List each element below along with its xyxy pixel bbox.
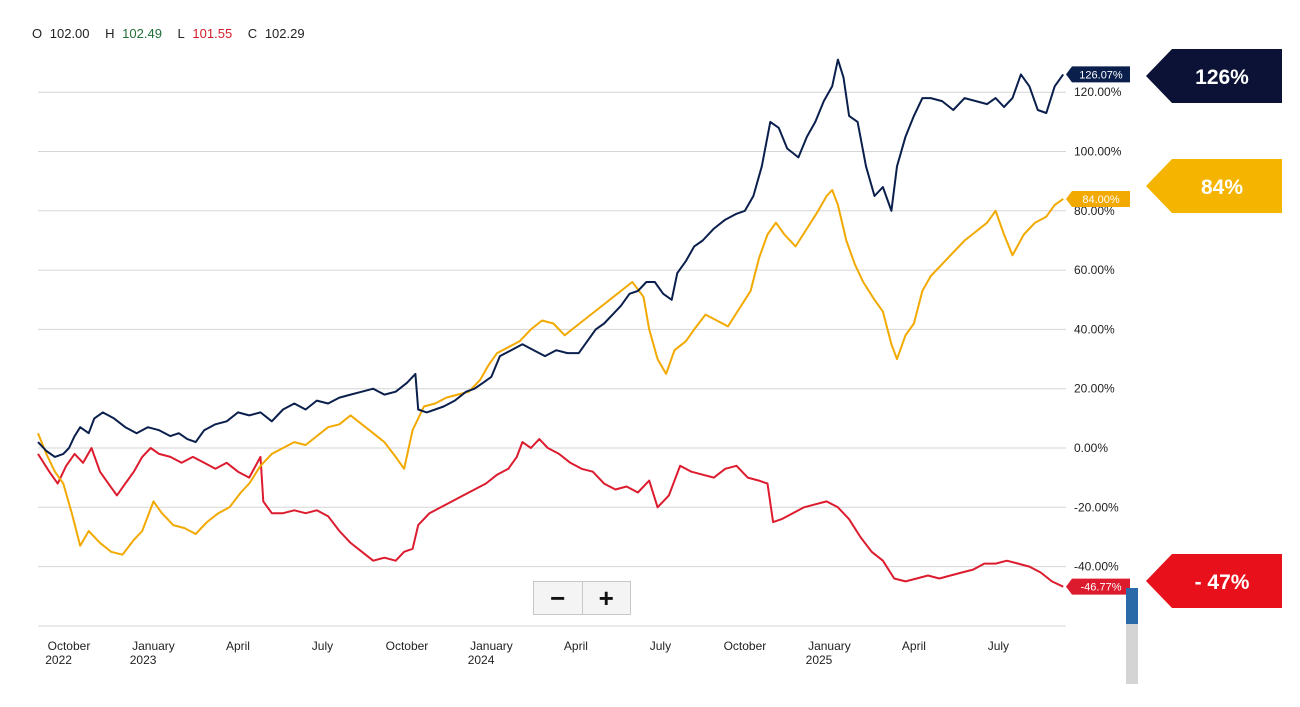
end-label-tag [1066, 190, 1130, 207]
close-value: 102.29 [264, 26, 305, 41]
ohlc-readout: O 102.00 H 102.49 L 101.55 C 102.29 [32, 26, 309, 41]
x-tick-label: January [808, 639, 851, 653]
zoom-in-button[interactable]: + [598, 582, 614, 613]
callout-red: - 47% [1146, 554, 1282, 608]
low-value: 101.55 [192, 26, 233, 41]
end-label-text: -46.77% [1081, 582, 1122, 594]
low-label: L [177, 26, 185, 41]
open-label: O [32, 26, 43, 41]
end-label-tag [1066, 578, 1130, 595]
series-line-gold [37, 189, 1064, 556]
x-tick-label: October [724, 639, 767, 653]
series-line-navy [37, 58, 1065, 458]
end-label-gold: 84.00% [1066, 190, 1130, 207]
callout-gold: 84% [1146, 159, 1282, 213]
callout-text: 126% [1195, 66, 1249, 89]
end-label-navy: 126.07% [1066, 66, 1130, 83]
high-label: H [105, 26, 115, 41]
x-tick-label: January [132, 639, 175, 653]
y-tick-label: -20.00% [1074, 500, 1119, 514]
callout-arrow [1146, 554, 1282, 608]
y-tick-label: 100.00% [1074, 145, 1122, 159]
y-tick-label: 20.00% [1074, 382, 1115, 396]
series-line-red [37, 438, 1064, 588]
x-tick-label: October [48, 639, 91, 653]
x-tick-label: January [470, 639, 513, 653]
y-tick-label: 80.00% [1074, 204, 1115, 218]
open-value: 102.00 [49, 26, 90, 41]
x-tick-label: April [226, 639, 250, 653]
y-tick-label: 60.00% [1074, 263, 1115, 277]
y-tick-label: 40.00% [1074, 322, 1115, 336]
callout-text: - 47% [1195, 571, 1250, 594]
callout-arrow [1146, 159, 1282, 213]
y-axis-ticks: 120.00% 100.00% 80.00% 60.00% 40.00% 20.00% 0.… [1074, 85, 1122, 573]
x-tick-label: April [902, 639, 926, 653]
callout-text: 84% [1201, 176, 1243, 199]
y-tick-label: 0.00% [1074, 441, 1108, 455]
y-tick-label: 120.00% [1074, 85, 1122, 99]
x-tick-year: 2024 [468, 653, 495, 667]
high-value: 102.49 [122, 26, 162, 41]
close-label: C [247, 26, 258, 41]
y-tick-label: -40.00% [1074, 560, 1119, 574]
end-label-text: 126.07% [1079, 69, 1123, 81]
end-label-tag [1066, 66, 1130, 83]
x-tick-year: 2022 [45, 653, 72, 667]
zoom-out-button[interactable]: − [534, 582, 583, 614]
x-tick-label: July [312, 639, 333, 653]
scrollbar[interactable] [1126, 588, 1138, 684]
callout-navy: 126% [1146, 49, 1282, 103]
x-tick-label: July [988, 639, 1009, 653]
callouts: - 47% 84% 126% [1146, 49, 1282, 608]
zoom-controls: − + [533, 581, 631, 615]
gridlines [38, 91, 1066, 627]
x-tick-label: April [564, 639, 588, 653]
x-tick-year: 2023 [130, 653, 157, 667]
series-lines [37, 58, 1065, 588]
end-labels: -46.77% 84.00% 126.07% [1066, 66, 1130, 595]
x-tick-year: 2025 [806, 653, 833, 667]
end-label-red: -46.77% [1066, 578, 1130, 595]
x-tick-label: October [386, 639, 429, 653]
x-tick-label: July [650, 639, 671, 653]
callout-arrow [1146, 49, 1282, 103]
end-label-text: 84.00% [1082, 194, 1120, 206]
